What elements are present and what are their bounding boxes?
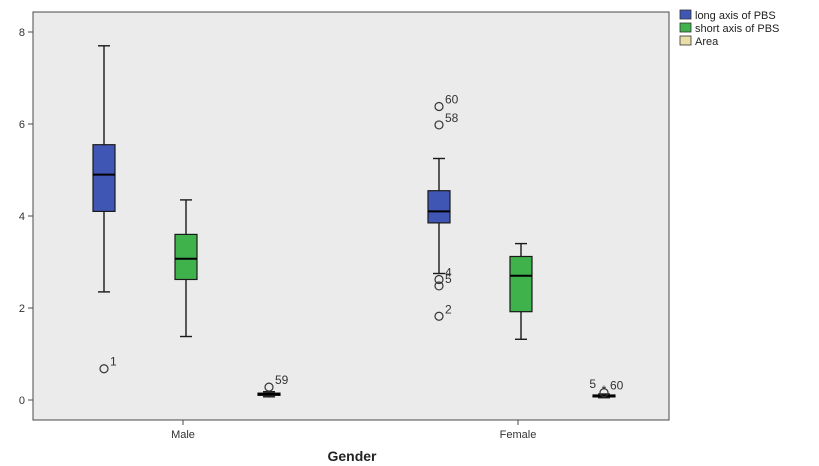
iqr-box <box>427 190 451 224</box>
iqr-box <box>509 255 533 313</box>
outlier-marker <box>434 101 444 112</box>
outlier-marker <box>434 281 444 291</box>
outlier-label: 4 <box>445 265 452 279</box>
outlier-marker <box>264 382 274 392</box>
box-area-male: 59 <box>257 373 289 398</box>
legend-swatch <box>679 35 692 46</box>
y-tick-label: 4 <box>19 211 25 223</box>
legend-label: short axis of PBS <box>695 23 779 35</box>
iqr-box <box>174 233 198 281</box>
outlier-marker <box>434 274 444 285</box>
outlier-label: 5 <box>445 272 452 286</box>
box-long-axis-of-pbs-male: 1 <box>92 45 117 374</box>
y-axis: 0 2 4 6 8 <box>19 27 33 407</box>
y-tick-label: 0 <box>19 395 25 407</box>
iqr-box <box>92 144 116 212</box>
box-long-axis-of-pbs-female: 60 58 45 2 <box>427 93 459 321</box>
x-axis-title: Gender <box>327 448 377 464</box>
outlier-marker <box>99 364 109 374</box>
extreme-outlier-marker: * <box>602 383 607 397</box>
y-tick-label: 6 <box>19 119 25 131</box>
outlier-marker <box>599 388 609 398</box>
outlier-label: 59 <box>275 373 289 387</box>
legend-label: Area <box>695 36 719 48</box>
outlier-label: 2 <box>445 302 452 316</box>
x-tick-label-female: Female <box>500 429 537 441</box>
outlier-marker <box>434 120 444 130</box>
outlier-label: 60 <box>445 93 459 107</box>
y-tick-label: 8 <box>19 27 25 39</box>
legend-swatch <box>679 22 692 33</box>
box-short-axis-of-pbs-female <box>509 242 533 340</box>
outlier-label: 60 <box>610 379 624 393</box>
outlier-label: 58 <box>445 111 459 125</box>
legend-swatch <box>679 9 692 20</box>
x-tick-label-male: Male <box>171 429 195 441</box>
outlier-marker <box>434 311 444 321</box>
outlier-label: 1 <box>110 355 117 369</box>
plot-area <box>32 11 670 421</box>
x-axis: Male Female <box>171 420 536 441</box>
box-short-axis-of-pbs-male <box>174 199 198 338</box>
y-tick-label: 2 <box>19 303 25 315</box>
legend-label: long axis of PBS <box>695 10 776 22</box>
box-area-female: * 5 60 <box>589 377 624 399</box>
outlier-label: 5 <box>589 377 596 391</box>
